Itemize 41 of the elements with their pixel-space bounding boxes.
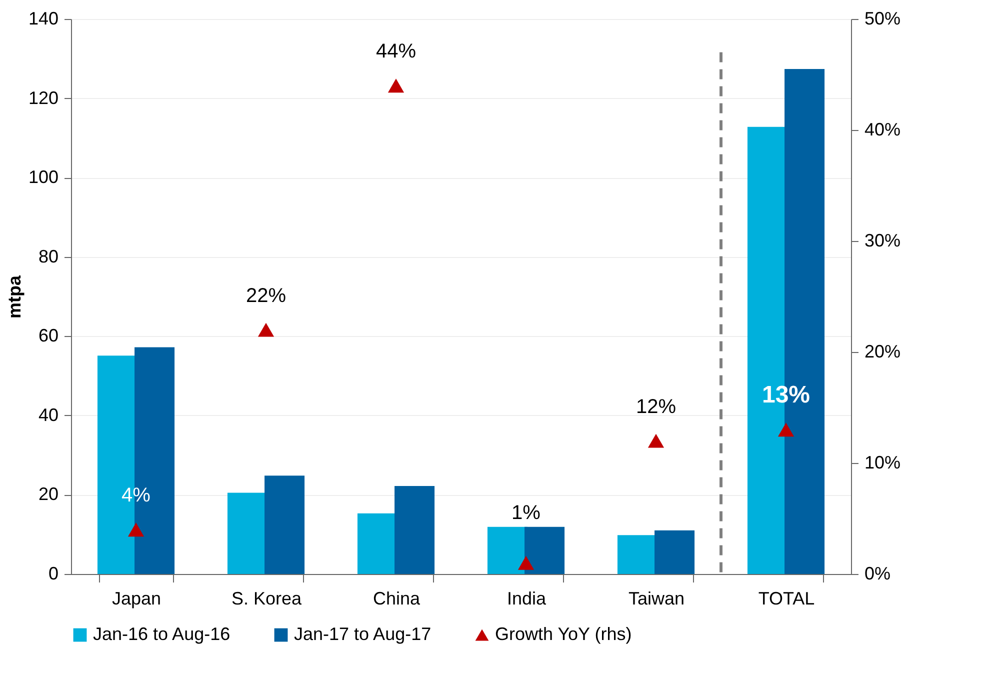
y2-tick-label: 10% <box>864 452 901 472</box>
bar <box>524 526 565 574</box>
bar <box>264 476 305 574</box>
y-tick-label: 20 <box>38 484 58 504</box>
point <box>128 522 144 537</box>
data-label: 1% <box>512 502 541 524</box>
point <box>258 322 274 337</box>
point <box>778 422 794 437</box>
x-tick-label: S. Korea <box>231 588 303 608</box>
y2-tick-label: 20% <box>864 342 901 362</box>
y2-tick-label: 50% <box>864 8 901 28</box>
legend-label: Jan-17 to Aug-17 <box>294 624 432 644</box>
x-tick-label: India <box>506 588 547 608</box>
bar <box>487 526 528 574</box>
y-tick-label: 80 <box>38 246 58 266</box>
x-tick-label: China <box>372 588 422 608</box>
y-tick-label: 0 <box>48 564 58 584</box>
legend-label: Growth YoY (rhs) <box>495 624 632 644</box>
y-tick-label: 100 <box>28 167 58 188</box>
bar <box>654 530 695 574</box>
y2-tick-label: 40% <box>864 120 901 140</box>
y-tick-label: 140 <box>28 8 58 28</box>
point <box>518 556 534 570</box>
data-label: 13% <box>762 382 810 409</box>
bar <box>394 486 435 574</box>
y-tick-label: 60 <box>38 326 58 346</box>
legend-label: Jan-16 to Aug-16 <box>93 624 230 644</box>
point <box>388 78 404 93</box>
point <box>648 434 664 448</box>
y-axis-title: mtpa <box>4 274 24 319</box>
data-label: 44% <box>376 40 416 63</box>
data-label: 22% <box>246 284 286 307</box>
data-label: 12% <box>636 396 676 418</box>
y2-tick-label: 0% <box>864 564 891 584</box>
x-tick-label: Taiwan <box>628 588 685 608</box>
y-tick-label: 120 <box>28 88 58 108</box>
x-tick-label: TOTAL <box>758 588 815 608</box>
y2-tick-label: 30% <box>864 230 901 250</box>
data-label: 4% <box>122 484 151 507</box>
x-tick-label: Japan <box>112 588 162 608</box>
y-tick-label: 40 <box>38 404 58 425</box>
